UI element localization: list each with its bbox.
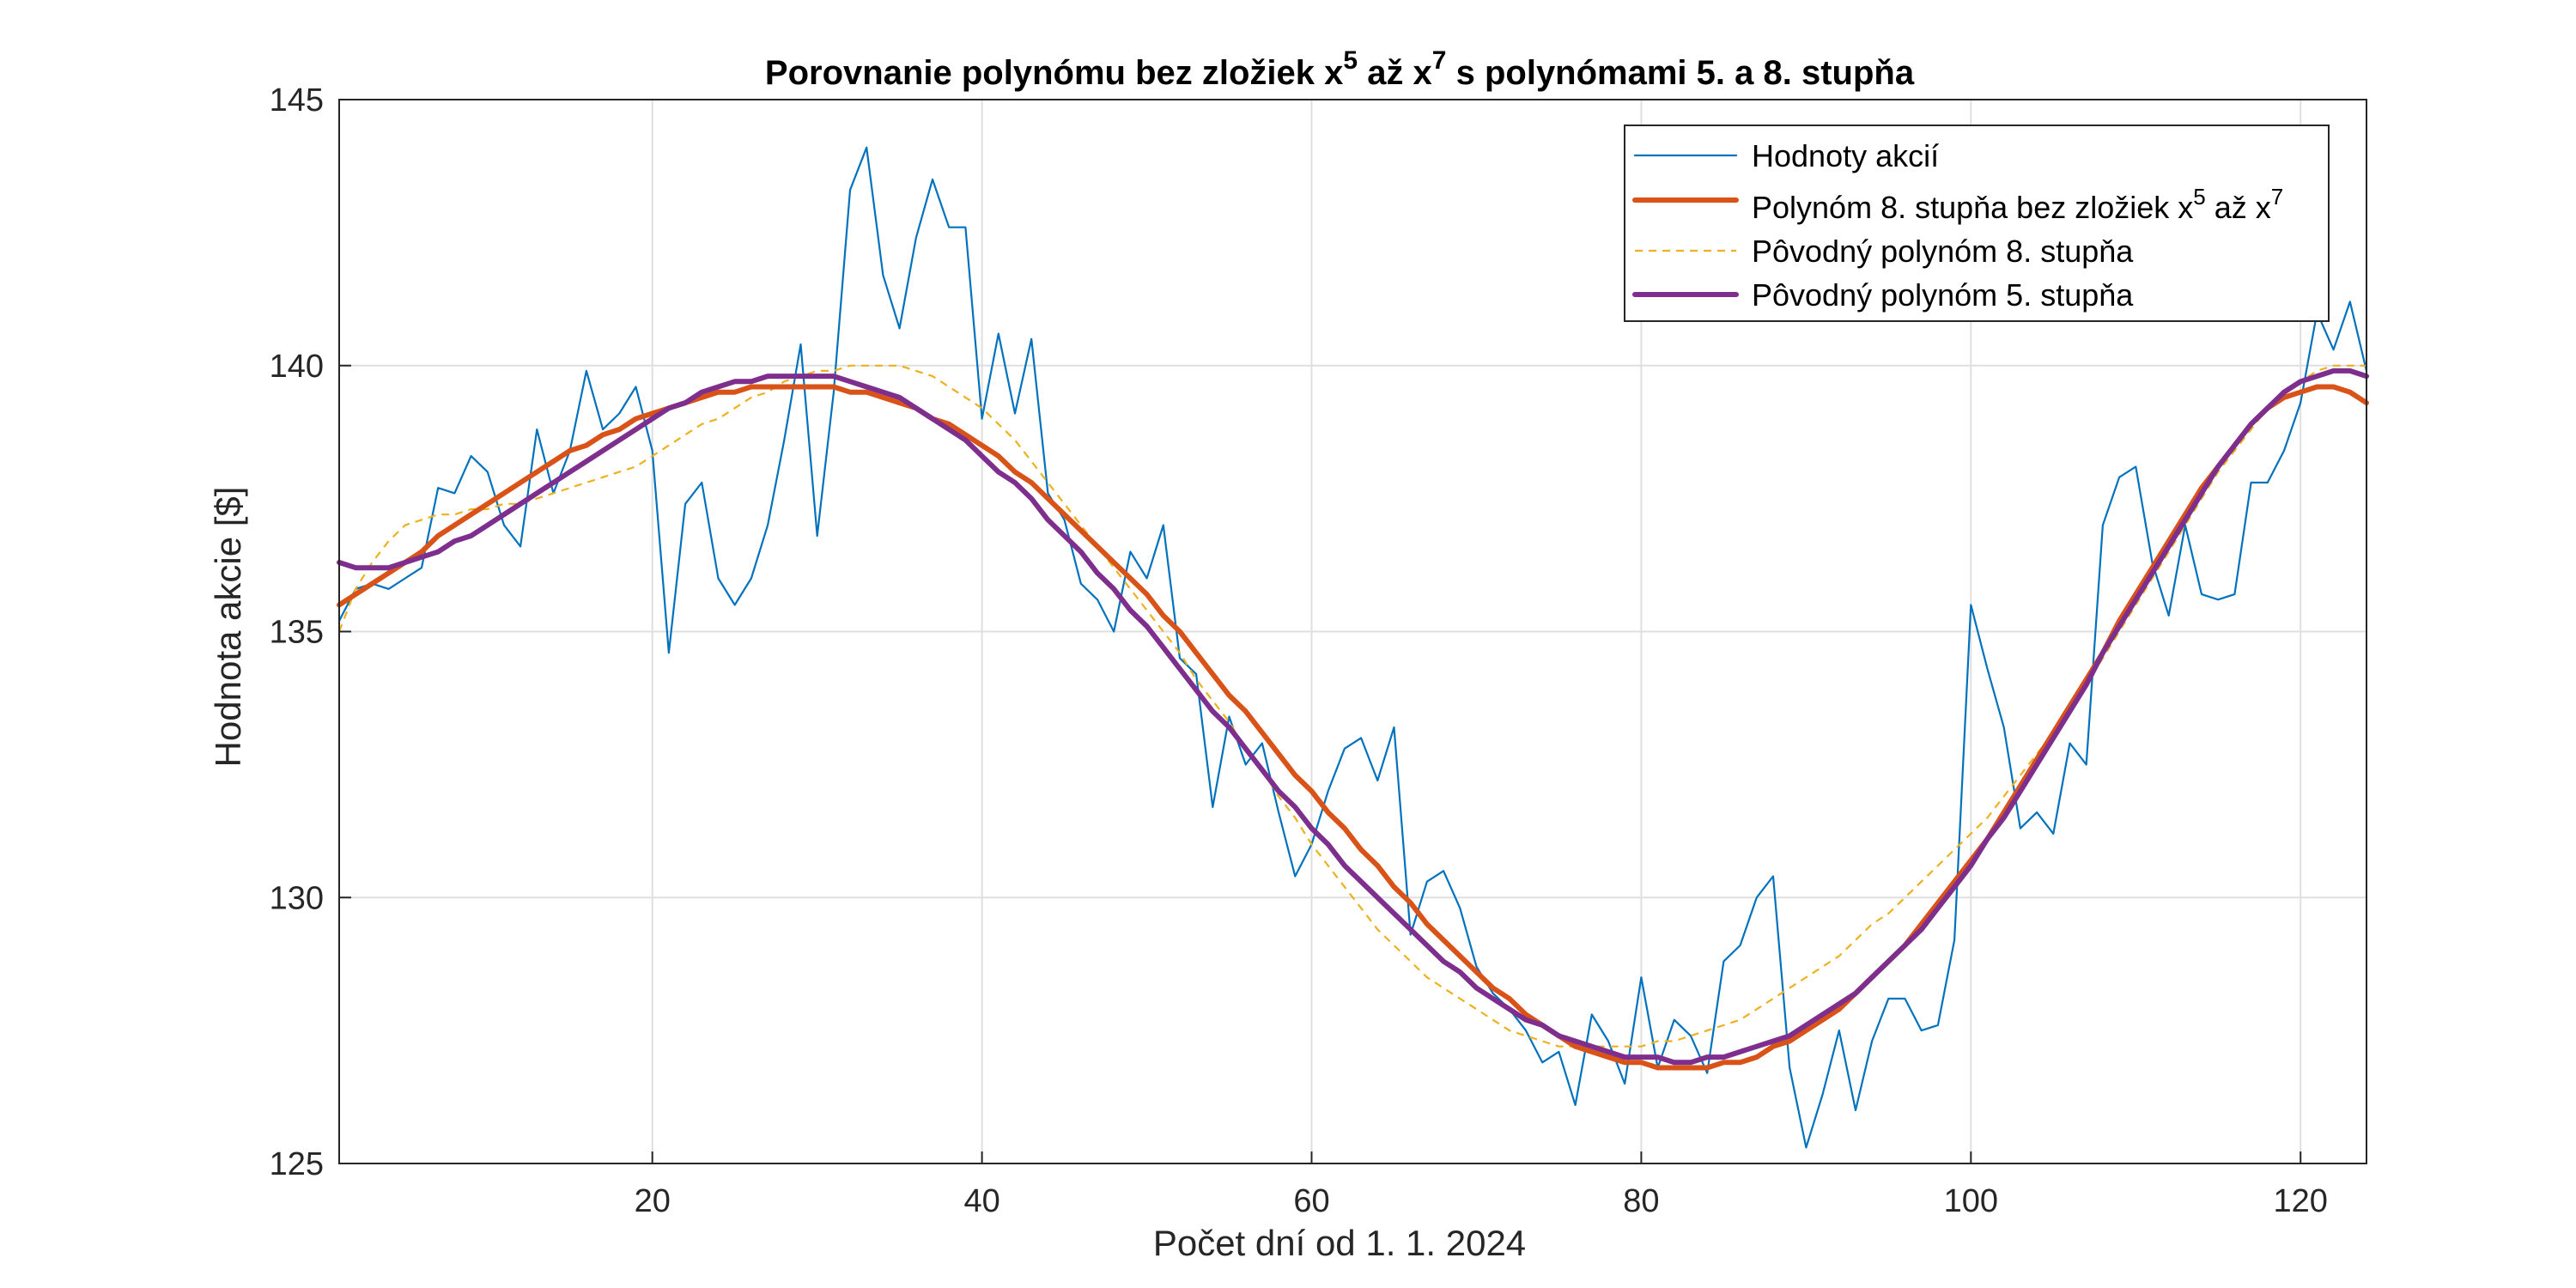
title-part3: s polynómami 5. a 8. stupňa [1446, 54, 1914, 92]
x-tick-label-120: 120 [2274, 1183, 2328, 1219]
series-layer [337, 146, 2369, 1149]
y-tick-label-145: 145 [270, 82, 324, 118]
x-tick-label-80: 80 [1623, 1183, 1659, 1219]
y-tick-label-135: 135 [270, 615, 324, 651]
legend-label-polynom-8-bez: Polynóm 8. stupňa bez zložiek x5 až x7 [1752, 184, 2283, 225]
y-axis-label: Hodnota akcie [$] [208, 487, 248, 768]
legend-label-polynom-8-bez-main: Polynóm 8. stupňa bez zložiek x [1752, 190, 2193, 225]
ticks: 20 40 60 80 100 120 125 130 135 140 145 [270, 82, 2328, 1219]
legend-label-polynom-8-bez-sup1: 5 [2193, 184, 2205, 210]
legend-label-povodny-8: Pôvodný polynóm 8. stupňa [1752, 234, 2134, 269]
y-tick-label-140: 140 [270, 349, 324, 385]
title-sup1: 5 [1343, 46, 1358, 75]
title-sup2: 7 [1432, 46, 1447, 75]
legend-box [1624, 125, 2330, 322]
series-povodny-5 [337, 368, 2369, 1066]
legend: Hodnoty akcií Polynóm 8. stupňa bez zlož… [1624, 125, 2330, 322]
x-tick-label-40: 40 [963, 1183, 999, 1219]
legend-label-polynom-8-bez-sup2: 7 [2271, 184, 2283, 210]
x-axis-label: Počet dní od 1. 1. 2024 [1153, 1223, 1526, 1263]
x-tick-label-20: 20 [635, 1183, 671, 1219]
series-hodnoty-akcii [337, 146, 2368, 1149]
series-povodny-8 [337, 364, 2366, 1048]
title-part1: Porovnanie polynómu bez zložiek x [765, 54, 1343, 92]
legend-label-polynom-8-bez-mid: až x [2206, 190, 2271, 225]
x-tick-label-60: 60 [1293, 1183, 1329, 1219]
legend-label-hodnoty-akcii: Hodnoty akcií [1752, 138, 1939, 173]
y-tick-label-125: 125 [270, 1146, 324, 1182]
x-tick-label-100: 100 [1944, 1183, 1998, 1219]
chart-title: Porovnanie polynómu bez zložiek x5 až x7… [765, 46, 1915, 92]
y-tick-label-130: 130 [270, 880, 324, 916]
legend-label-povodny-5: Pôvodný polynóm 5. stupňa [1752, 277, 2134, 313]
title-part2: až x [1358, 54, 1432, 92]
